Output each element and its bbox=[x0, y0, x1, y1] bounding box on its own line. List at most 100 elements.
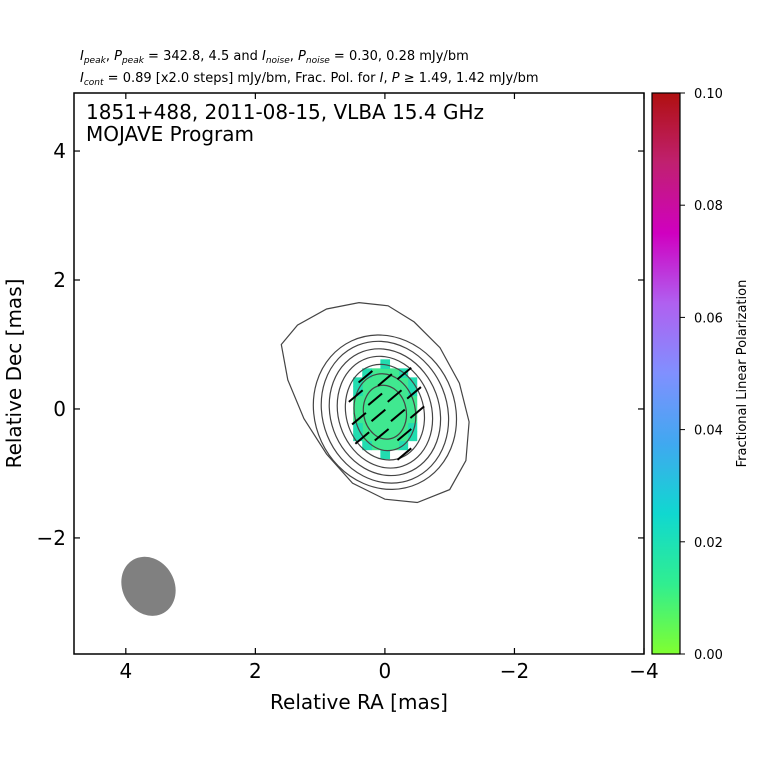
header-separator: , bbox=[105, 49, 115, 64]
plot-frame bbox=[73, 92, 645, 655]
contour-line bbox=[320, 340, 450, 484]
evpa-tick bbox=[351, 412, 367, 426]
frac-pol-pixel bbox=[389, 422, 400, 433]
frac-pol-pixel bbox=[389, 440, 400, 451]
frac-pol-pixel bbox=[398, 404, 409, 415]
frac-pol-pixel bbox=[380, 368, 391, 378]
frac-pol-pixel bbox=[380, 449, 391, 460]
contour-line bbox=[312, 334, 458, 490]
frac-pol-pixel bbox=[362, 440, 372, 451]
plot-title-line: 1851+488, 2011-08-15, VLBA 15.4 GHz bbox=[86, 100, 484, 124]
colorbar-tick-label: 0.04 bbox=[694, 424, 723, 439]
frac-pol-pixel bbox=[380, 386, 391, 397]
frac-pol-pixel bbox=[371, 404, 381, 415]
frac-pol-pixel bbox=[398, 377, 409, 387]
evpa-tick bbox=[370, 408, 386, 422]
frac-pol-pixel bbox=[389, 368, 400, 378]
x-axis-label: Relative RA [mas] bbox=[270, 690, 448, 714]
icont-symbol: I bbox=[80, 71, 84, 86]
frac-pol-pixel bbox=[380, 377, 391, 387]
evpa-tick bbox=[409, 405, 425, 419]
evpa-tick bbox=[390, 408, 406, 422]
colorbar-tick-label: 0.10 bbox=[694, 87, 723, 102]
contour-line bbox=[336, 355, 434, 469]
frac-pol-pixel bbox=[407, 395, 418, 406]
y-axis-label: Relative Dec [mas] bbox=[2, 279, 26, 469]
ppeak-subscript: peak bbox=[121, 56, 144, 66]
evpa-tick bbox=[396, 447, 412, 461]
frac-pol-pixel bbox=[353, 377, 363, 387]
x-tick-label: 0 bbox=[379, 659, 392, 683]
evpa-tick bbox=[357, 370, 374, 384]
y-tick-label: 4 bbox=[53, 139, 66, 163]
colorbar-tick-label: 0.08 bbox=[694, 199, 723, 214]
frac-pol-pixel bbox=[353, 395, 363, 406]
colorbar-tick-label: 0.06 bbox=[694, 311, 723, 326]
frac-pol-pixel bbox=[380, 395, 391, 406]
icont-subscript: cont bbox=[83, 78, 104, 88]
contour-line bbox=[328, 348, 442, 477]
colorbar-gradient bbox=[651, 92, 681, 655]
frac-pol-pixel bbox=[362, 413, 372, 424]
header-line-1: Ipeak, Ppeak = 342.8, 4.5 and Inoise, Pn… bbox=[80, 49, 469, 66]
frac-pol-pixel bbox=[398, 413, 409, 424]
evpa-tick bbox=[377, 373, 393, 387]
frac-pol-pixel bbox=[362, 422, 372, 433]
contour-line bbox=[353, 373, 417, 452]
header-separator: , bbox=[289, 49, 299, 64]
p-symbol: P bbox=[391, 71, 400, 86]
header-line-2: Icont = 0.89 [x2.0 steps] mJy/bm, Frac. … bbox=[80, 71, 539, 88]
frac-pol-pixel bbox=[389, 404, 400, 415]
noise-values-text: = 0.30, 0.28 mJy/bm bbox=[329, 49, 469, 64]
axes: 4 2 0 −2 −4 4 2 0 −2 Relative RA [mas] Relative De… bbox=[2, 93, 659, 714]
frac-pol-pixel bbox=[380, 440, 391, 451]
frac-pol-pixel bbox=[407, 431, 418, 442]
frac-pol-pixel bbox=[371, 395, 381, 406]
header-separator: , bbox=[383, 71, 392, 86]
frac-pol-pixel bbox=[362, 368, 372, 378]
x-tick-label: −2 bbox=[500, 659, 529, 683]
frac-pol-pixel bbox=[362, 404, 372, 415]
frac-pol-pixel bbox=[398, 386, 409, 397]
y-tick-label: −2 bbox=[37, 526, 66, 550]
plot-title-line: MOJAVE Program bbox=[86, 122, 254, 146]
frac-pol-pixel bbox=[407, 413, 418, 424]
frac-pol-pixel bbox=[407, 404, 418, 415]
contour-line bbox=[280, 301, 470, 504]
colorbar-tick-label: 0.02 bbox=[694, 536, 723, 551]
y-tick-label: 0 bbox=[53, 397, 66, 421]
evpa-tick bbox=[374, 428, 390, 442]
pnoise-subscript: noise bbox=[305, 56, 330, 66]
y-tick-label: 2 bbox=[53, 268, 66, 292]
frac-pol-pixel bbox=[371, 422, 381, 433]
frac-pol-pixel bbox=[371, 368, 381, 378]
pnoise-symbol: P bbox=[298, 49, 306, 64]
colorbar-label: Fractional Linear Polarization bbox=[735, 280, 750, 468]
ppeak-symbol: P bbox=[114, 49, 122, 64]
evpa-tick bbox=[354, 431, 370, 445]
frac-pol-pixel bbox=[389, 431, 400, 442]
ipeak-subscript: peak bbox=[83, 56, 106, 66]
frac-pol-pixel bbox=[380, 422, 391, 433]
evpa-tick bbox=[396, 428, 412, 442]
evpa-tick bbox=[348, 389, 364, 403]
evpa-tick bbox=[367, 392, 383, 406]
frac-pol-threshold-text: ≥ 1.49, 1.42 mJy/bm bbox=[399, 71, 539, 86]
ipeak-symbol: I bbox=[80, 49, 84, 64]
frac-pol-pixel bbox=[371, 377, 381, 387]
frac-pol-pixel bbox=[362, 386, 372, 397]
frac-pol-pixel bbox=[407, 422, 418, 433]
inoise-subscript: noise bbox=[265, 56, 290, 66]
x-tick-label: 2 bbox=[249, 659, 262, 683]
frac-pol-pixel bbox=[362, 431, 372, 442]
frac-pol-pixel bbox=[389, 395, 400, 406]
frac-pol-pixel bbox=[353, 404, 363, 415]
plot-title: 1851+488, 2011-08-15, VLBA 15.4 GHzMOJAV… bbox=[86, 100, 484, 146]
frac-pol-pixel bbox=[371, 440, 381, 451]
frac-pol-pixel bbox=[380, 431, 391, 442]
evpa-tick bbox=[396, 366, 412, 381]
frac-pol-pixel bbox=[389, 377, 400, 387]
peak-values-text: = 342.8, 4.5 and bbox=[143, 49, 262, 64]
plot-area bbox=[121, 301, 470, 616]
